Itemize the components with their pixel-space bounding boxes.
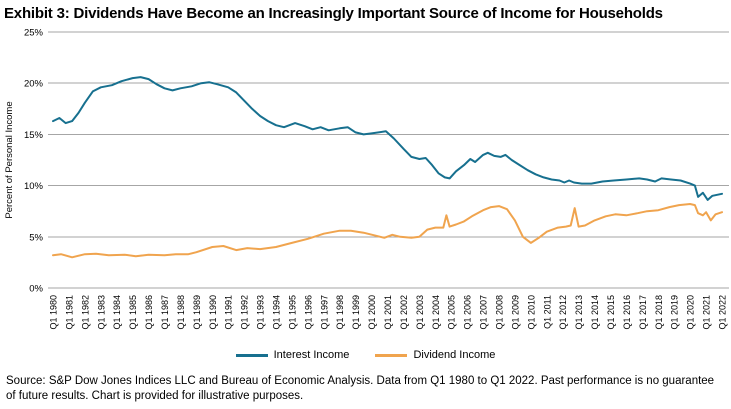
x-tick-label: Q1 2006	[463, 295, 473, 330]
dividend-income-line-swatch-icon	[375, 353, 408, 357]
chart-legend: Interest Income Dividend Income	[0, 347, 731, 363]
y-tick-label: 0%	[29, 284, 43, 295]
x-tick-label: Q1 1996	[303, 295, 313, 330]
x-tick-label: Q1 1990	[208, 295, 218, 330]
y-tick-label: 20%	[24, 79, 44, 90]
legend-label-dividend-income: Dividend Income	[413, 349, 496, 361]
x-tick-label: Q1 2010	[526, 295, 536, 330]
x-tick-label: Q1 2004	[431, 295, 441, 330]
page-title: Exhibit 3: Dividends Have Become an Incr…	[4, 5, 663, 22]
x-tick-label: Q1 2005	[447, 295, 457, 330]
source-note: Source: S&P Dow Jones Indices LLC and Bu…	[6, 375, 715, 403]
x-tick-label: Q1 1992	[240, 295, 250, 330]
x-tick-label: Q1 2003	[415, 295, 425, 330]
x-tick-label: Q1 1999	[351, 295, 361, 330]
x-tick-label: Q1 1984	[112, 295, 122, 330]
x-tick-label: Q1 1983	[96, 295, 106, 330]
x-tick-label: Q1 2013	[574, 295, 584, 330]
x-tick-label: Q1 2018	[654, 295, 664, 330]
x-tick-label: Q1 2021	[702, 295, 712, 330]
interest-income-line-swatch-icon	[235, 353, 268, 357]
y-tick-label: 5%	[29, 232, 43, 243]
x-tick-label: Q1 1997	[319, 295, 329, 330]
dividend-income-line	[52, 203, 723, 259]
x-tick-label: Q1 1985	[128, 295, 138, 330]
x-tick-label: Q1 1995	[287, 295, 297, 330]
income-share-line-chart: 0% 5% 10% 15% 20% 25% Percent of Personal Inco…	[4, 28, 729, 330]
x-tick-label: Q1 1988	[176, 295, 186, 330]
y-tick-label: 25%	[24, 28, 44, 39]
x-tick-label: Q1 2002	[399, 295, 409, 330]
legend-item-dividend-income: Dividend Income	[375, 349, 495, 361]
x-tick-label: Q1 2019	[670, 295, 680, 330]
x-tick-label: Q1 1993	[256, 295, 266, 330]
y-tick-label: 15%	[24, 130, 44, 141]
x-tick-label: Q1 1998	[335, 295, 345, 330]
x-tick-label: Q1 2011	[542, 295, 552, 329]
interest-income-line	[52, 76, 723, 201]
x-tick-label: Q1 2009	[510, 295, 520, 330]
x-tick-label: Q1 1991	[224, 295, 234, 330]
y-tick-label: 10%	[24, 181, 44, 192]
x-tick-label: Q1 2012	[558, 295, 568, 330]
x-tick-label: Q1 2001	[383, 295, 393, 330]
x-tick-label: Q1 2014	[590, 295, 600, 330]
x-tick-label: Q1 2020	[686, 295, 696, 330]
x-tick-label: Q1 2007	[479, 295, 489, 330]
x-tick-label: Q1 1980	[49, 295, 59, 330]
legend-label-interest-income: Interest Income	[273, 349, 350, 361]
x-tick-label: Q1 1987	[160, 295, 170, 330]
x-tick-label: Q1 2017	[638, 295, 648, 330]
x-tick-label: Q1 2008	[495, 295, 505, 330]
legend-item-interest-income: Interest Income	[235, 349, 350, 361]
x-tick-label: Q1 2016	[622, 295, 632, 330]
x-tick-label: Q1 1981	[64, 295, 74, 330]
x-tick-label: Q1 1989	[192, 295, 202, 330]
x-tick-label: Q1 1994	[272, 295, 282, 330]
x-tick-label: Q1 2000	[367, 295, 377, 330]
x-tick-label: Q1 1986	[144, 295, 154, 330]
x-tick-label: Q1 2022	[718, 295, 728, 330]
x-tick-label: Q1 1982	[80, 295, 90, 330]
y-axis-title: Percent of Personal Income	[4, 101, 15, 218]
x-tick-label: Q1 2015	[606, 295, 616, 330]
